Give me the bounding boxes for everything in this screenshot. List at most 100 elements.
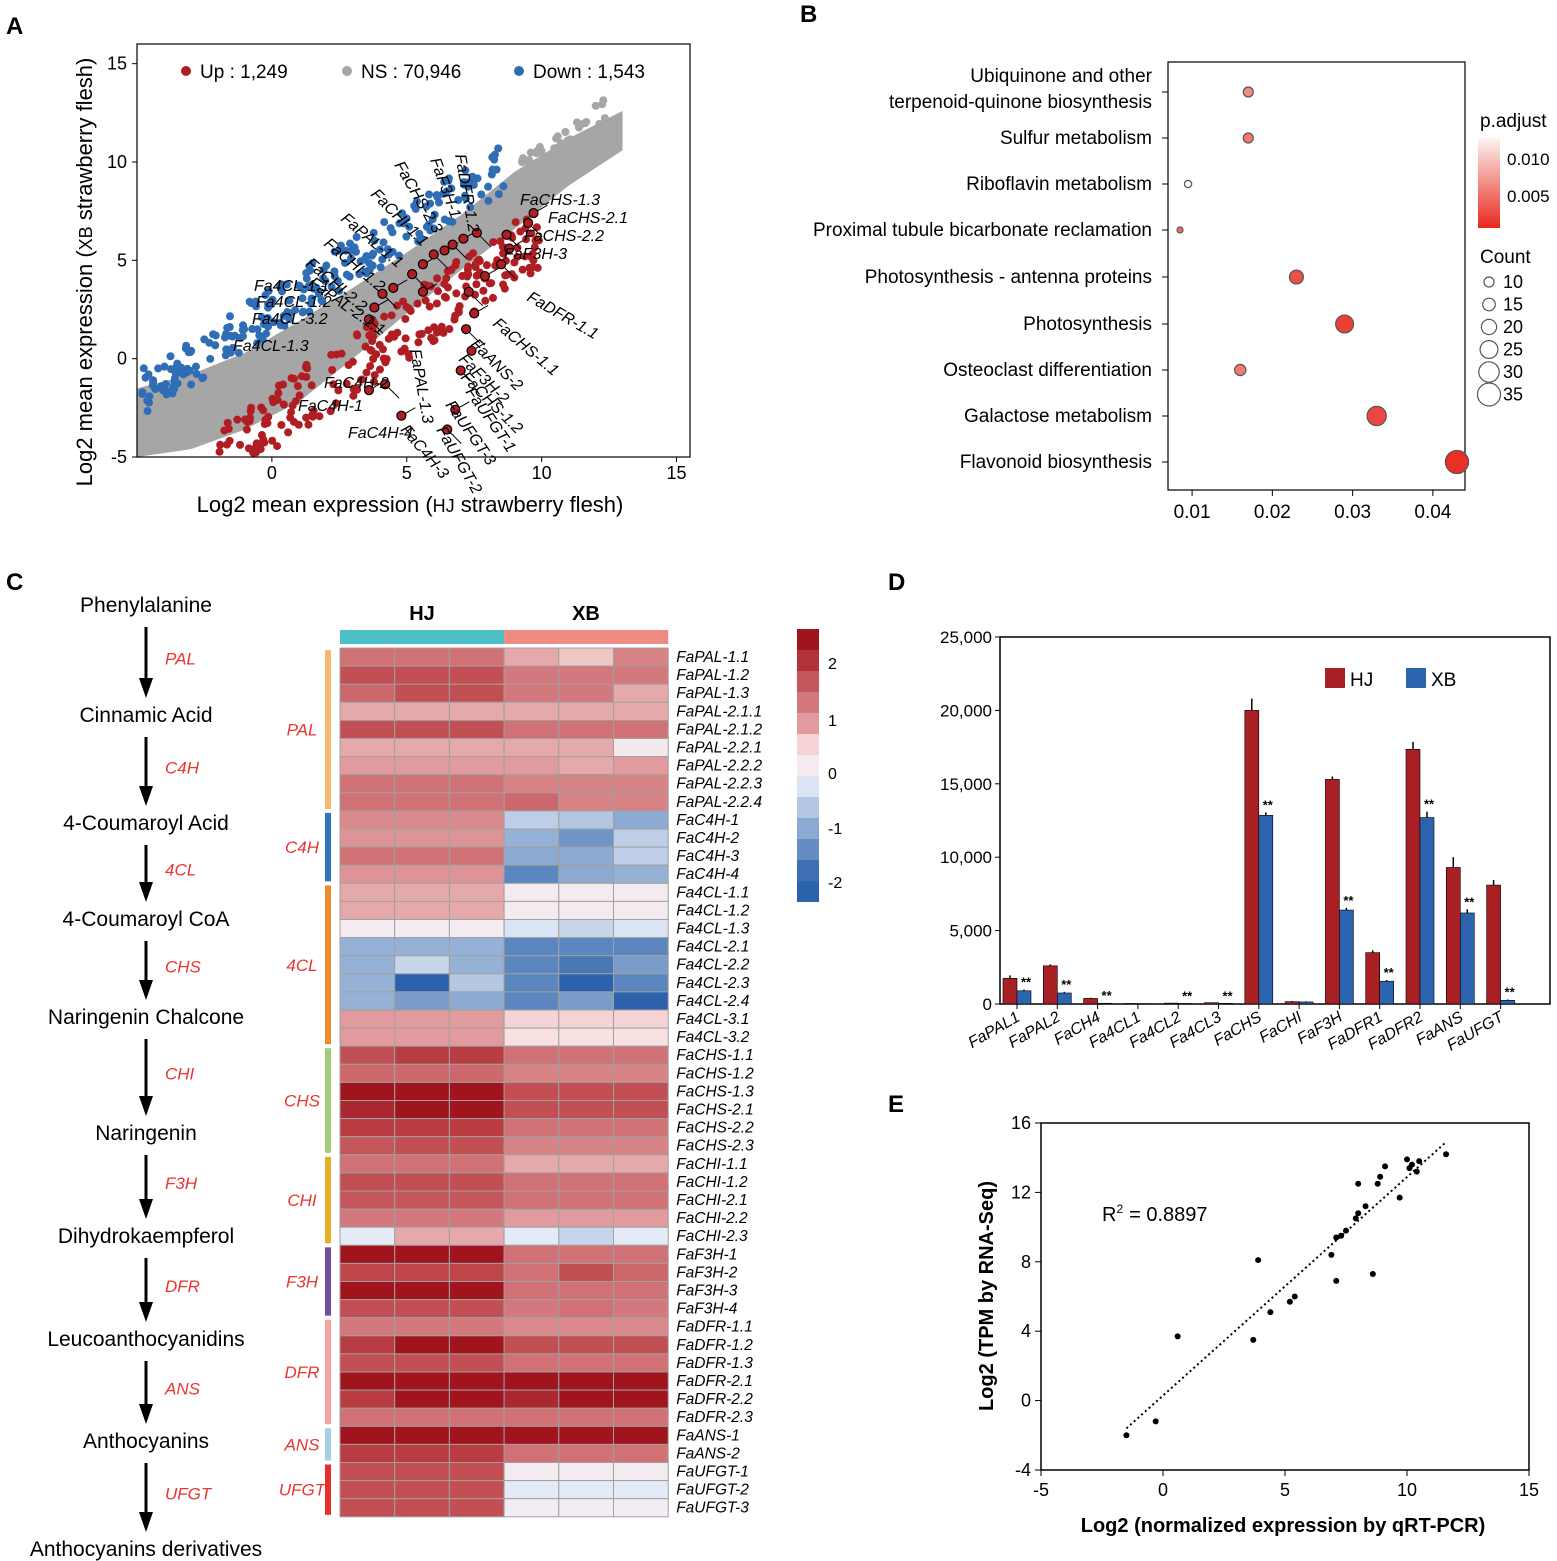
- c-heat-cell: [339, 955, 396, 975]
- a-up-point: [362, 323, 371, 332]
- c-heat-cell: [503, 828, 560, 848]
- a-down-point: [262, 329, 271, 338]
- b-dot: [1366, 405, 1387, 427]
- c-gene-label: Fa4CL-2.3: [676, 975, 750, 992]
- c-compound: Anthocyanins: [83, 1430, 209, 1453]
- c-heat-cell: [558, 1281, 614, 1301]
- a-gene-point: [439, 245, 450, 256]
- d-bar-xb: [1057, 992, 1072, 1005]
- a-ns-point: [566, 135, 575, 144]
- a-up-point: [216, 440, 225, 449]
- c-heat-cell: [394, 1045, 450, 1065]
- c-heat-cell: [339, 665, 396, 685]
- c-heat-cell: [613, 810, 669, 830]
- d-significance: **: [1424, 797, 1435, 812]
- a-up-point: [284, 428, 293, 437]
- a-gene-point: [469, 308, 480, 319]
- c-heat-cell: [613, 1045, 669, 1065]
- a-gene-label: FaCHS-2.1: [548, 210, 628, 227]
- c-heat-cell: [448, 1081, 505, 1102]
- c-heat-cell: [448, 1208, 505, 1228]
- c-heat-cell: [339, 1371, 396, 1391]
- b-count-circle: [1479, 340, 1499, 360]
- a-legend: Up : 1,249 NS : 70,946 Down : 1,543: [181, 62, 645, 83]
- c-heat-cell: [503, 1208, 560, 1228]
- d-y-tick-label: 15,000: [940, 775, 992, 794]
- c-heat-cell: [503, 665, 560, 685]
- c-enzyme-label: F3H: [165, 1174, 198, 1193]
- a-up-point: [369, 354, 378, 363]
- a-gene-label: Fa4CL-1.2: [256, 294, 332, 311]
- a-ns-cloud: [137, 110, 623, 458]
- c-heat-cell: [613, 1136, 669, 1156]
- e-point: [1396, 1194, 1403, 1201]
- a-down-point: [410, 201, 419, 210]
- c-heat-cell: [448, 683, 505, 703]
- d-y-tick-label: 5,000: [949, 922, 992, 941]
- c-enzyme-label: DFR: [165, 1277, 200, 1296]
- a-down-point: [347, 245, 356, 254]
- c-heat-cell: [503, 1317, 560, 1337]
- a-up-point: [387, 311, 396, 320]
- d-bar-hj: [1486, 884, 1501, 1005]
- a-down-point: [402, 214, 411, 223]
- d-y-tick-label: 25,000: [940, 628, 992, 647]
- a-ns-point: [562, 142, 571, 151]
- a-down-point: [330, 267, 339, 276]
- a-up-point: [424, 326, 433, 335]
- c-heat-cell: [613, 1480, 669, 1500]
- c-heat-cell: [339, 1262, 396, 1283]
- c-heat-cell: [448, 937, 505, 957]
- c-scale-tick: 2: [828, 656, 837, 673]
- c-gene-label: FaCHI-2.1: [676, 1192, 748, 1209]
- c-group-bar: [325, 1156, 331, 1244]
- c-scale-swatch: [797, 755, 819, 776]
- a-up-point: [380, 312, 389, 321]
- a-gene-label: FaC4H-1: [298, 398, 363, 415]
- a-ns-point: [595, 119, 604, 128]
- c-heat-cell: [448, 1136, 505, 1156]
- a-up-point: [302, 360, 311, 369]
- c-heat-cell: [503, 991, 560, 1011]
- a-down-point: [468, 172, 477, 181]
- d-bar-hj: [1365, 952, 1380, 1005]
- a-up-point: [379, 354, 388, 363]
- a-up-point: [309, 406, 318, 415]
- c-heat-cell: [448, 882, 505, 902]
- a-up-point: [384, 334, 393, 343]
- c-heat-cell: [339, 1498, 396, 1518]
- c-heat-cell: [558, 1335, 614, 1355]
- a-down-point: [370, 236, 379, 245]
- a-down-point: [309, 284, 318, 293]
- c-heat-cell: [503, 1389, 560, 1409]
- a-gene-label: FaC4H-4: [348, 425, 413, 442]
- a-gene-point: [479, 270, 491, 282]
- e-point: [1255, 1257, 1262, 1264]
- c-heat-cell: [339, 1154, 396, 1174]
- c-heat-cell: [558, 1009, 614, 1029]
- c-scale-swatch: [797, 734, 819, 755]
- b-pathway-label: Photosynthesis: [1023, 314, 1152, 335]
- a-gene-point: [428, 249, 439, 260]
- a-down-point: [305, 307, 314, 316]
- c-heat-cell: [558, 1407, 614, 1427]
- c-scale-tick: -2: [828, 875, 842, 892]
- c-heat-cell: [503, 882, 560, 902]
- c-hj-bar: [340, 630, 505, 644]
- c-heat-cell: [613, 683, 669, 703]
- a-up-point: [452, 257, 461, 266]
- c-heat-cell: [394, 1425, 450, 1445]
- c-heat-cell: [503, 1045, 560, 1065]
- a-up-point: [260, 420, 269, 429]
- c-heat-cell: [503, 937, 560, 957]
- c-heat-cell: [558, 846, 614, 866]
- c-heat-cell: [394, 792, 450, 812]
- a-down-point: [276, 318, 285, 327]
- a-up-point: [293, 382, 302, 391]
- a-down-point: [308, 259, 317, 268]
- a-up-point: [331, 399, 340, 408]
- a-down-point: [422, 202, 431, 211]
- c-heat-cell: [339, 937, 396, 957]
- c-heat-cell: [613, 792, 669, 812]
